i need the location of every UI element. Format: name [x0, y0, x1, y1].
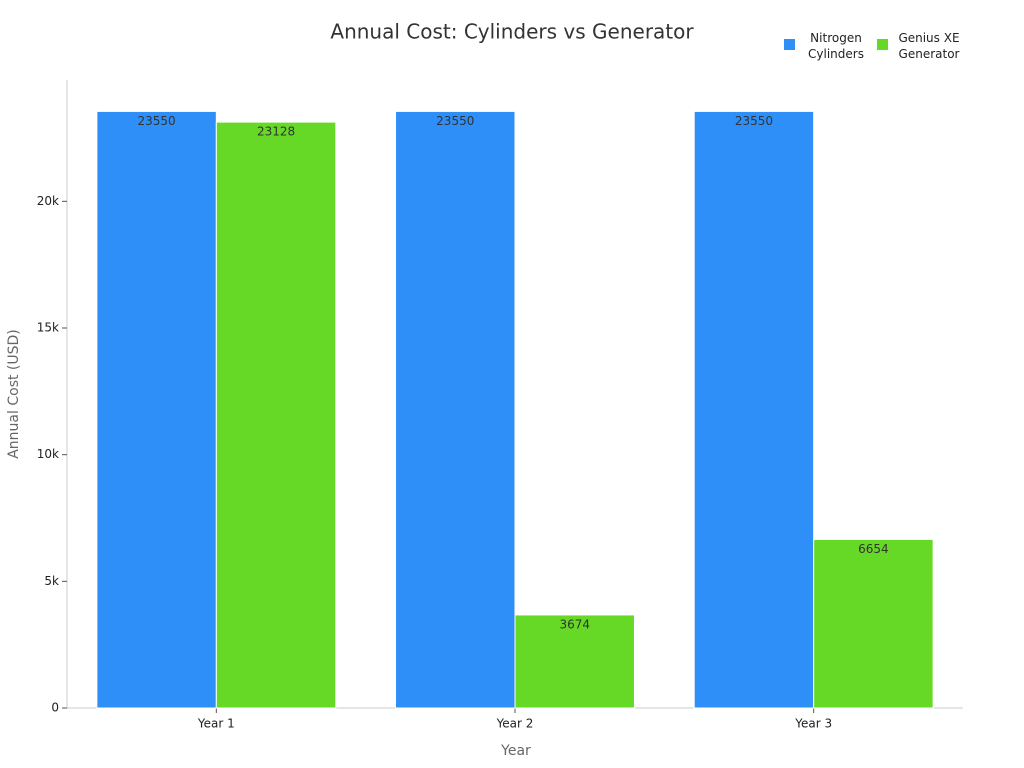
y-tick-label: 20k: [37, 194, 59, 208]
legend-label: Nitrogen Cylinders: [808, 31, 864, 61]
value-label: 23128: [257, 125, 295, 139]
y-axis-title: Annual Cost (USD): [6, 329, 22, 459]
bar: [395, 110, 516, 709]
y-tick-label: 5k: [44, 574, 59, 588]
value-label: 3674: [559, 617, 590, 631]
y-tick-label: 15k: [37, 321, 59, 335]
legend-swatch: [877, 39, 888, 50]
bar: [215, 121, 337, 709]
x-axis-title: Year: [500, 743, 531, 759]
legend-swatch: [784, 39, 795, 50]
bar: [96, 110, 217, 709]
y-tick-label: 10k: [37, 447, 59, 461]
value-label: 23550: [735, 114, 773, 128]
x-tick-label: Year 1: [197, 717, 235, 731]
bar: [514, 614, 635, 709]
value-label: 23550: [436, 114, 474, 128]
x-tick-label: Year 3: [794, 717, 832, 731]
value-label: 6654: [858, 542, 889, 556]
x-tick-label: Year 2: [496, 717, 534, 731]
bar: [813, 538, 934, 709]
legend: Nitrogen Cylinders Genius XE Generator: [784, 30, 962, 62]
legend-label: Genius XE Generator: [898, 31, 960, 61]
value-label: 23550: [138, 114, 176, 128]
bar: [693, 110, 815, 709]
y-tick-label: 0: [51, 701, 59, 715]
chart-title: Annual Cost: Cylinders vs Generator: [330, 20, 694, 44]
